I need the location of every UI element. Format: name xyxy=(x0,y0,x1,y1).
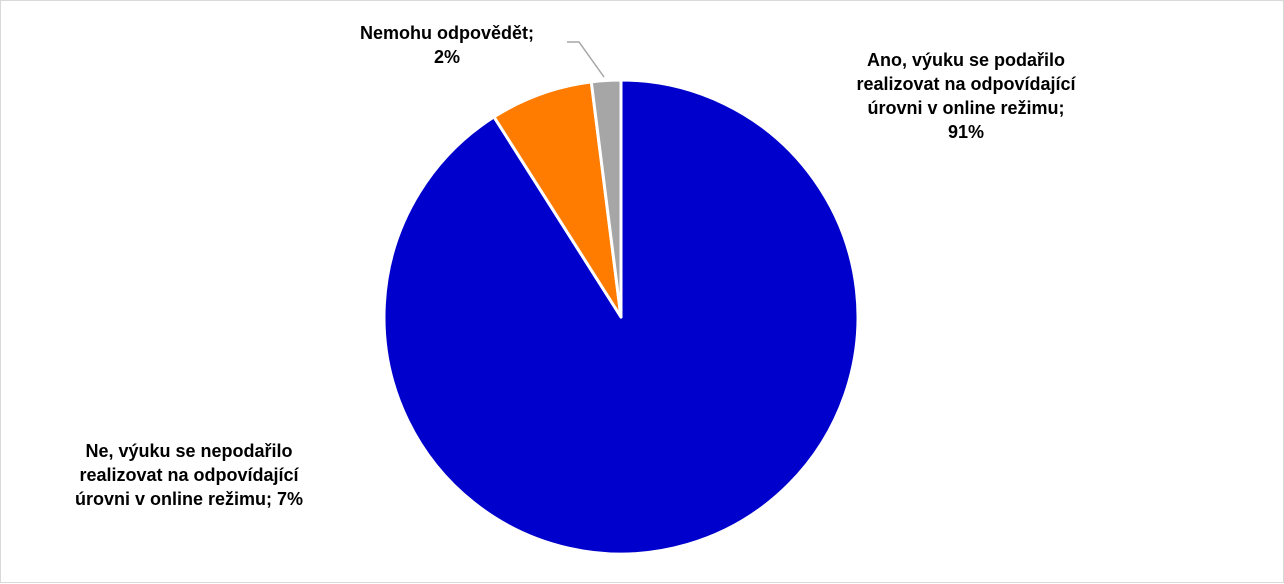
slice-label-ano: Ano, výuku se podařilo realizovat na odp… xyxy=(831,48,1101,144)
slice-label-ano-line-4: 91% xyxy=(947,122,985,142)
slice-label-nemohu: Nemohu odpovědět; 2% xyxy=(327,21,567,69)
slice-label-ne-line-1: Ne, výuku se nepodařilo xyxy=(85,441,293,461)
slice-label-ano-line-1: Ano, výuku se podařilo xyxy=(866,50,1066,70)
slice-label-nemohu-line-2: 2% xyxy=(433,47,460,67)
pie-slice-ne xyxy=(492,80,623,319)
slice-label-ano-line-2: realizovat na odpovídající xyxy=(856,74,1076,94)
slice-label-ne-line-3: úrovni v online režimu; 7% xyxy=(74,489,304,509)
leader-line-nemohu xyxy=(567,41,605,78)
slice-label-ano-line-3: úrovni v online režimu; xyxy=(867,98,1065,118)
pie-slices xyxy=(382,78,860,556)
slice-label-nemohu-line-1: Nemohu odpovědět; xyxy=(360,23,534,43)
pie-slice-nemohu xyxy=(589,78,623,319)
slice-label-ne: Ne, výuku se nepodařilo realizovat na od… xyxy=(39,439,339,511)
slice-label-ne-line-2: realizovat na odpovídající xyxy=(79,465,299,485)
